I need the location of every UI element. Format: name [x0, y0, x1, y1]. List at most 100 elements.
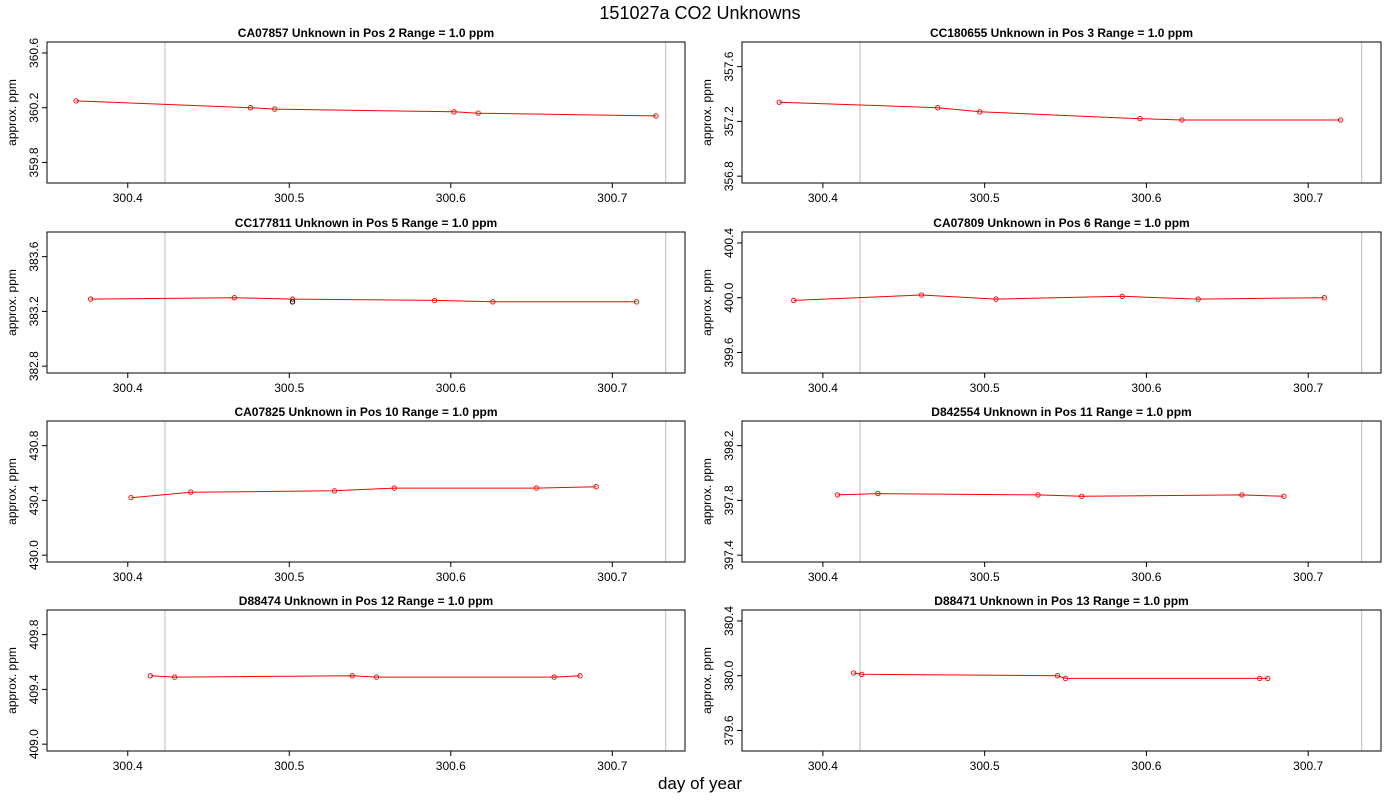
data-point	[633, 299, 640, 305]
y-tick-label: 430.0	[27, 540, 41, 570]
highlight-point	[289, 299, 296, 305]
chart-panel-1: CA07857 Unknown in Pos 2 Range = 1.0 ppm…	[5, 26, 686, 205]
series-line	[150, 675, 581, 678]
y-axis-label: approx. ppm	[5, 269, 19, 336]
panel-title: D842554 Unknown in Pos 11 Range = 1.0 pp…	[931, 405, 1191, 419]
panel-title: CA07825 Unknown in Pos 10 Range = 1.0 pp…	[234, 405, 497, 419]
data-point	[551, 674, 557, 680]
x-tick-label: 300.7	[1293, 381, 1323, 395]
series-line	[837, 493, 1284, 497]
data-point	[188, 489, 194, 495]
data-point	[289, 296, 296, 302]
data-point	[1079, 493, 1085, 499]
x-tick-label: 300.7	[1293, 191, 1323, 205]
chart-panel-6: D842554 Unknown in Pos 11 Range = 1.0 pp…	[700, 405, 1382, 584]
y-tick-label: 359.8	[27, 147, 41, 177]
x-tick-label: 300.5	[274, 191, 304, 205]
data-point	[1119, 293, 1125, 299]
data-point	[977, 109, 983, 115]
data-point	[349, 673, 355, 679]
chart-panel-4: CA07809 Unknown in Pos 6 Range = 1.0 ppm…	[700, 216, 1382, 395]
y-tick-label: 360.2	[27, 92, 41, 122]
x-tick-label: 300.6	[436, 759, 466, 773]
y-axis-label: approx. ppm	[700, 79, 714, 146]
x-tick-label: 300.5	[970, 191, 1000, 205]
data-point	[1257, 675, 1263, 682]
x-axis-label: day of year	[657, 774, 743, 793]
data-point	[993, 296, 999, 302]
y-tick-label: 380.0	[722, 660, 736, 690]
plot-frame	[741, 41, 1382, 184]
y-axis-label: approx. ppm	[700, 458, 714, 525]
data-point	[918, 292, 925, 298]
plot-frame	[741, 231, 1382, 374]
x-tick-label: 300.5	[970, 759, 1000, 773]
y-tick-label: 430.4	[27, 485, 41, 515]
panel-title: D88471 Unknown in Pos 13 Range = 1.0 ppm	[934, 594, 1188, 608]
x-tick-label: 300.6	[1131, 570, 1161, 584]
x-tick-label: 300.6	[436, 191, 466, 205]
x-tick-label: 300.5	[274, 759, 304, 773]
y-tick-label: 356.8	[722, 161, 736, 191]
y-tick-label: 383.6	[27, 241, 41, 271]
chart-panel-7: D88474 Unknown in Pos 12 Range = 1.0 ppm…	[5, 594, 686, 773]
data-point	[1281, 493, 1287, 499]
data-point	[231, 295, 238, 301]
data-point	[850, 670, 857, 676]
x-tick-label: 300.7	[597, 191, 627, 205]
data-point	[776, 99, 782, 105]
data-point	[533, 485, 540, 491]
series-line	[793, 294, 1325, 301]
data-point	[834, 492, 841, 498]
data-point	[935, 105, 941, 111]
y-tick-label: 379.6	[722, 715, 736, 745]
y-tick-label: 397.4	[722, 540, 736, 570]
series-line	[130, 486, 597, 499]
series-line	[779, 101, 1341, 121]
y-axis-label: approx. ppm	[5, 647, 19, 714]
x-tick-label: 300.7	[1293, 570, 1323, 584]
plot-frame	[741, 420, 1382, 563]
data-point	[1337, 117, 1344, 123]
data-point	[1054, 673, 1061, 679]
plot-frame	[46, 41, 686, 184]
series-line	[76, 100, 656, 117]
x-tick-label: 300.4	[113, 759, 143, 773]
data-point	[1137, 116, 1143, 122]
x-tick-label: 300.7	[597, 759, 627, 773]
x-tick-label: 300.5	[970, 570, 1000, 584]
panel-title: CA07857 Unknown in Pos 2 Range = 1.0 ppm	[238, 26, 494, 40]
x-tick-label: 300.5	[274, 381, 304, 395]
y-tick-label: 409.0	[27, 729, 41, 759]
data-point	[1265, 675, 1271, 682]
y-tick-label: 357.2	[722, 106, 736, 136]
data-point	[451, 109, 457, 115]
data-point	[577, 673, 583, 679]
plot-frame	[741, 609, 1382, 752]
y-tick-label: 409.4	[27, 674, 41, 704]
data-point	[1195, 296, 1201, 302]
data-point	[490, 299, 496, 305]
data-point	[1062, 675, 1069, 682]
data-point	[128, 495, 134, 501]
y-tick-label: 360.6	[27, 38, 41, 68]
chart-panel-5: CA07825 Unknown in Pos 10 Range = 1.0 pp…	[5, 405, 686, 584]
chart-panel-3: CC177811 Unknown in Pos 5 Range = 1.0 pp…	[5, 216, 686, 395]
x-tick-label: 300.4	[113, 191, 143, 205]
panel-title: CC177811 Unknown in Pos 5 Range = 1.0 pp…	[235, 216, 497, 230]
x-tick-label: 300.4	[808, 381, 838, 395]
x-tick-label: 300.6	[1131, 381, 1161, 395]
data-point	[1035, 492, 1041, 498]
x-tick-label: 300.5	[970, 381, 1000, 395]
panel-title: CA07809 Unknown in Pos 6 Range = 1.0 ppm	[933, 216, 1189, 230]
data-point	[791, 297, 797, 304]
x-tick-label: 300.6	[436, 381, 466, 395]
data-point	[331, 488, 338, 494]
plot-frame	[46, 609, 686, 752]
data-point	[373, 674, 380, 680]
y-axis-label: approx. ppm	[700, 269, 714, 336]
data-point	[87, 296, 94, 302]
y-axis-label: approx. ppm	[700, 647, 714, 714]
y-tick-label: 400.0	[722, 282, 736, 312]
